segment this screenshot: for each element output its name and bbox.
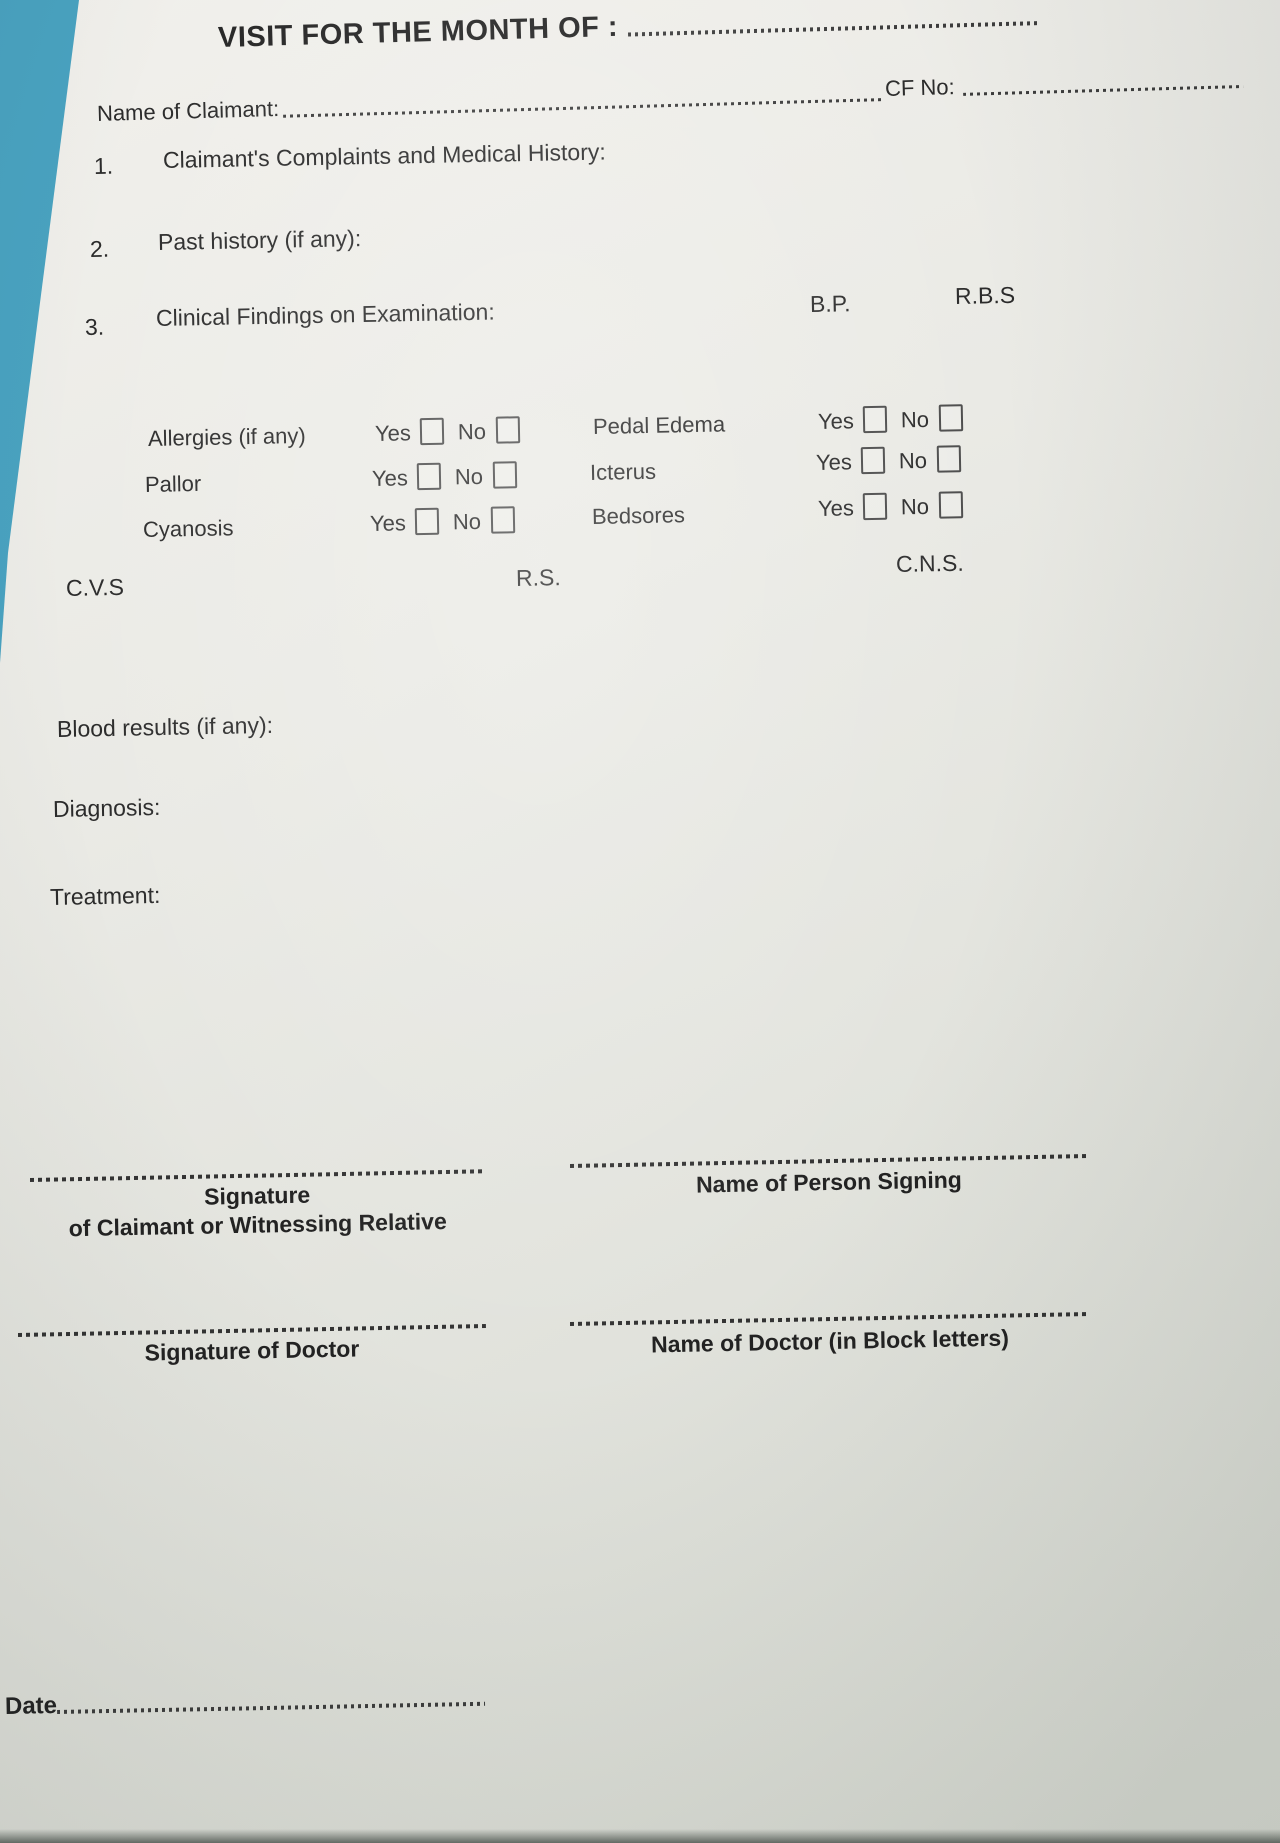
pallor-no-label: No (454, 463, 484, 490)
icterus-yes-label: Yes (815, 449, 853, 475)
bp-label: B.P. (809, 290, 851, 317)
cf-no-label: CF No: (884, 74, 955, 101)
allergies-yes-checkbox[interactable] (419, 417, 445, 446)
pedal-edema-yes-checkbox[interactable] (862, 405, 888, 434)
pallor-label: Pallor (144, 470, 202, 497)
pedal-edema-label: Pedal Edema (592, 411, 726, 439)
bedsores-no-checkbox[interactable] (938, 491, 964, 519)
icterus-options: Yes No (816, 445, 962, 476)
item-2-number: 2. (89, 235, 110, 262)
diagnosis-label: Diagnosis: (52, 793, 161, 822)
date-field[interactable] (57, 1701, 486, 1714)
cyanosis-label: Cyanosis (142, 515, 234, 542)
icterus-no-checkbox[interactable] (936, 445, 962, 473)
pallor-no-checkbox[interactable] (492, 461, 518, 489)
allergies-yes-label: Yes (374, 420, 412, 446)
bedsores-options: Yes No (818, 491, 964, 522)
pedal-edema-yes-label: Yes (817, 408, 855, 434)
treatment-label: Treatment: (49, 881, 161, 910)
rs-label: R.S. (515, 564, 561, 591)
bottom-edge-shadow (0, 1829, 1280, 1843)
cyanosis-yes-checkbox[interactable] (414, 507, 440, 536)
rbs-label: R.B.S (954, 281, 1016, 309)
icterus-no-label: No (898, 447, 928, 474)
cyanosis-options: Yes No (370, 506, 516, 537)
allergies-no-label: No (457, 418, 487, 445)
allergies-no-checkbox[interactable] (495, 416, 521, 444)
cyanosis-no-checkbox[interactable] (490, 506, 516, 534)
bedsores-no-label: No (900, 493, 930, 520)
pallor-yes-label: Yes (371, 465, 409, 491)
allergies-options: Yes No (375, 416, 521, 447)
item-2-label: Past history (if any): (157, 225, 362, 255)
pedal-edema-no-label: No (900, 406, 930, 433)
item-1-number: 1. (93, 152, 114, 179)
cns-label: C.N.S. (895, 549, 964, 577)
cyanosis-no-label: No (452, 508, 482, 535)
bedsores-yes-checkbox[interactable] (862, 492, 888, 521)
blood-results-label: Blood results (if any): (56, 711, 274, 742)
claimant-name-label: Name of Claimant: (96, 95, 280, 126)
pedal-edema-no-checkbox[interactable] (938, 404, 964, 432)
pedal-edema-options: Yes No (818, 404, 964, 435)
pallor-yes-checkbox[interactable] (416, 462, 442, 491)
item-3-number: 3. (84, 313, 105, 340)
date-label: Date (4, 1692, 58, 1720)
pallor-options: Yes No (372, 461, 518, 492)
bedsores-yes-label: Yes (817, 495, 855, 521)
icterus-yes-checkbox[interactable] (860, 446, 886, 475)
cvs-label: C.V.S (65, 573, 125, 601)
icterus-label: Icterus (589, 458, 657, 485)
claimant-signature-caption: Signature of Claimant or Witnessing Rela… (29, 1177, 485, 1243)
cyanosis-yes-label: Yes (369, 510, 407, 536)
allergies-label: Allergies (if any) (147, 422, 306, 451)
bedsores-label: Bedsores (591, 502, 686, 529)
